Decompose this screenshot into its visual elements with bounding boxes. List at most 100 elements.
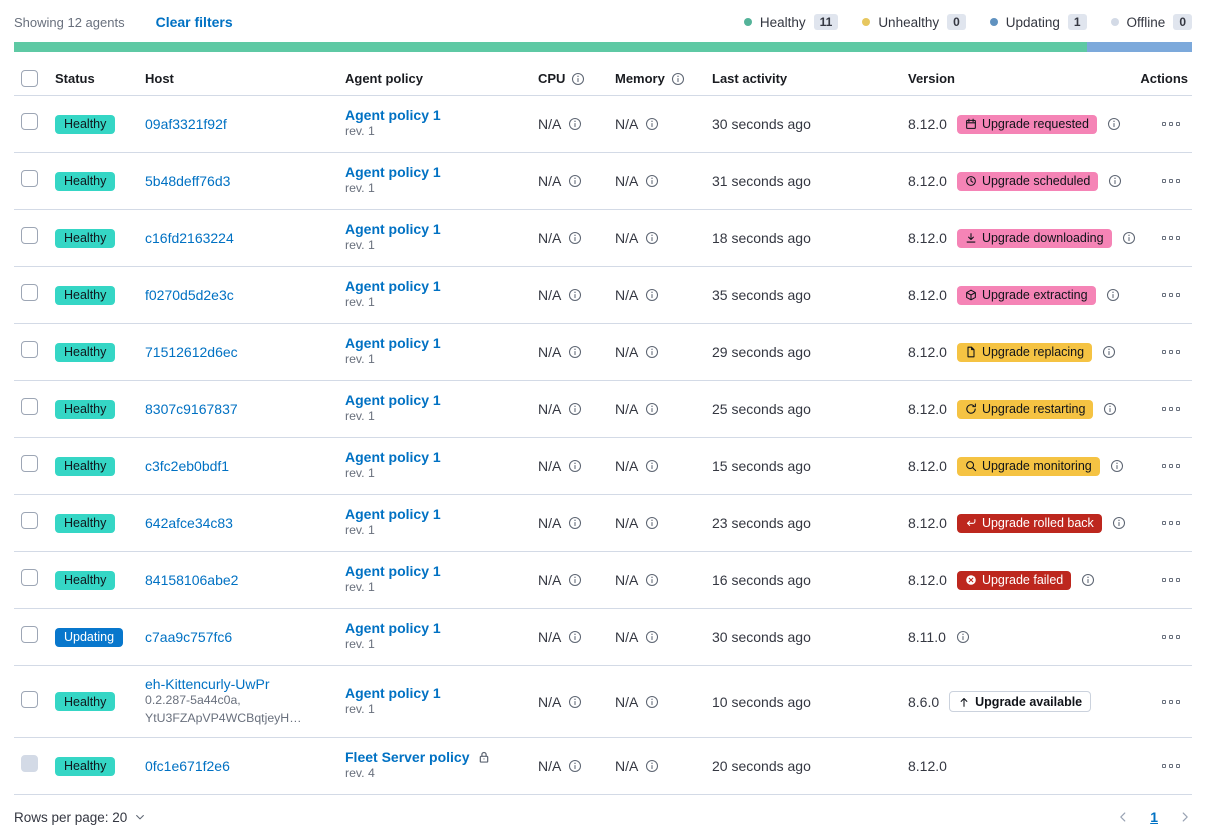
info-icon[interactable] <box>568 345 582 359</box>
row-actions-button[interactable] <box>1158 230 1184 246</box>
host-link[interactable]: 84158106abe2 <box>145 572 239 588</box>
info-icon[interactable] <box>1110 459 1124 473</box>
info-icon[interactable] <box>568 759 582 773</box>
info-icon[interactable] <box>568 630 582 644</box>
info-icon[interactable] <box>1102 345 1116 359</box>
info-icon[interactable] <box>645 288 659 302</box>
info-icon[interactable] <box>568 174 582 188</box>
agent-policy-link[interactable]: Agent policy 1 <box>345 335 441 352</box>
info-icon[interactable] <box>645 345 659 359</box>
info-icon[interactable] <box>568 288 582 302</box>
info-icon[interactable] <box>645 459 659 473</box>
info-icon[interactable] <box>645 573 659 587</box>
row-checkbox[interactable] <box>21 398 38 415</box>
host-link[interactable]: f0270d5d2e3c <box>145 287 234 303</box>
page-number-1[interactable]: 1 <box>1150 809 1158 825</box>
status-badge: Healthy <box>55 456 116 476</box>
select-all-checkbox[interactable] <box>21 70 38 87</box>
info-icon[interactable] <box>568 402 582 416</box>
agent-policy-link[interactable]: Agent policy 1 <box>345 221 441 238</box>
row-checkbox[interactable] <box>21 455 38 472</box>
row-actions-button[interactable] <box>1158 694 1184 710</box>
row-actions-button[interactable] <box>1158 401 1184 417</box>
info-icon[interactable] <box>1122 231 1136 245</box>
legend-item-healthy[interactable]: Healthy 11 <box>743 14 839 30</box>
info-icon[interactable] <box>1103 402 1117 416</box>
host-link[interactable]: 8307c9167837 <box>145 401 238 417</box>
info-icon[interactable] <box>645 117 659 131</box>
info-icon[interactable] <box>568 516 582 530</box>
host-link[interactable]: 0fc1e671f2e6 <box>145 758 230 774</box>
row-checkbox[interactable] <box>21 512 38 529</box>
row-actions-button[interactable] <box>1158 344 1184 360</box>
host-link[interactable]: c16fd2163224 <box>145 230 234 246</box>
info-icon[interactable] <box>568 573 582 587</box>
agent-policy-link[interactable]: Agent policy 1 <box>345 620 441 637</box>
agent-policy-link[interactable]: Agent policy 1 <box>345 278 441 295</box>
info-icon[interactable] <box>645 516 659 530</box>
info-icon[interactable] <box>645 402 659 416</box>
next-page-button[interactable] <box>1178 810 1192 824</box>
host-link[interactable]: 71512612d6ec <box>145 344 238 360</box>
row-actions-button[interactable] <box>1158 173 1184 189</box>
row-checkbox[interactable] <box>21 113 38 130</box>
document-icon <box>965 346 977 358</box>
host-link[interactable]: c7aa9c757fc6 <box>145 629 233 645</box>
info-icon[interactable] <box>568 695 582 709</box>
row-actions-button[interactable] <box>1158 287 1184 303</box>
row-checkbox[interactable] <box>21 626 38 643</box>
info-icon[interactable] <box>645 630 659 644</box>
info-icon[interactable] <box>1107 117 1121 131</box>
agent-policy-link[interactable]: Agent policy 1 <box>345 392 441 409</box>
info-icon[interactable] <box>1112 516 1126 530</box>
row-checkbox[interactable] <box>21 170 38 187</box>
legend-item-updating[interactable]: Updating 1 <box>989 14 1087 30</box>
info-icon[interactable] <box>645 231 659 245</box>
host-link[interactable]: 5b48deff76d3 <box>145 173 231 189</box>
previous-page-button[interactable] <box>1116 810 1130 824</box>
host-link[interactable]: 09af3321f92f <box>145 116 227 132</box>
agent-policy-link[interactable]: Agent policy 1 <box>345 449 441 466</box>
row-actions-button[interactable] <box>1158 515 1184 531</box>
host-link[interactable]: 642afce34c83 <box>145 515 233 531</box>
row-checkbox[interactable] <box>21 341 38 358</box>
info-icon[interactable] <box>1108 174 1122 188</box>
row-checkbox[interactable] <box>21 284 38 301</box>
agent-policy-link[interactable]: Agent policy 1 <box>345 506 441 523</box>
row-checkbox[interactable] <box>21 690 38 708</box>
info-icon[interactable] <box>671 72 685 86</box>
row-actions-button[interactable] <box>1158 572 1184 588</box>
host-link[interactable]: c3fc2eb0bdf1 <box>145 458 230 474</box>
row-checkbox[interactable] <box>21 227 38 244</box>
row-actions-button[interactable] <box>1158 758 1184 774</box>
info-icon[interactable] <box>956 630 970 644</box>
info-icon[interactable] <box>568 459 582 473</box>
info-icon[interactable] <box>568 117 582 131</box>
agent-policy-link[interactable]: Agent policy 1 <box>345 164 441 181</box>
agent-policy-link[interactable]: Agent policy 1 <box>345 107 441 124</box>
agent-policy-link[interactable]: Fleet Server policy <box>345 749 470 766</box>
row-checkbox[interactable] <box>21 569 38 586</box>
info-icon[interactable] <box>1081 573 1095 587</box>
info-icon[interactable] <box>568 231 582 245</box>
info-icon[interactable] <box>645 174 659 188</box>
info-icon[interactable] <box>645 759 659 773</box>
version-value: 8.12.0 <box>908 173 947 189</box>
row-actions-button[interactable] <box>1158 116 1184 132</box>
info-icon[interactable] <box>1106 288 1120 302</box>
policy-revision: rev. 1 <box>345 409 375 424</box>
agent-policy-link[interactable]: Agent policy 1 <box>345 684 441 701</box>
info-icon[interactable] <box>645 695 659 709</box>
download-icon <box>965 232 977 244</box>
host-link[interactable]: eh-Kittencurly-UwPr <box>145 675 270 692</box>
clear-filters-button[interactable]: Clear filters <box>155 14 233 30</box>
info-icon[interactable] <box>571 72 585 86</box>
legend-item-offline[interactable]: Offline 0 <box>1110 14 1192 30</box>
legend-item-unhealthy[interactable]: Unhealthy 0 <box>862 14 966 30</box>
rows-per-page-select[interactable]: Rows per page: 20 <box>14 810 146 825</box>
version-value: 8.12.0 <box>908 401 947 417</box>
row-actions-button[interactable] <box>1158 458 1184 474</box>
agent-policy-link[interactable]: Agent policy 1 <box>345 563 441 580</box>
row-actions-button[interactable] <box>1158 629 1184 645</box>
